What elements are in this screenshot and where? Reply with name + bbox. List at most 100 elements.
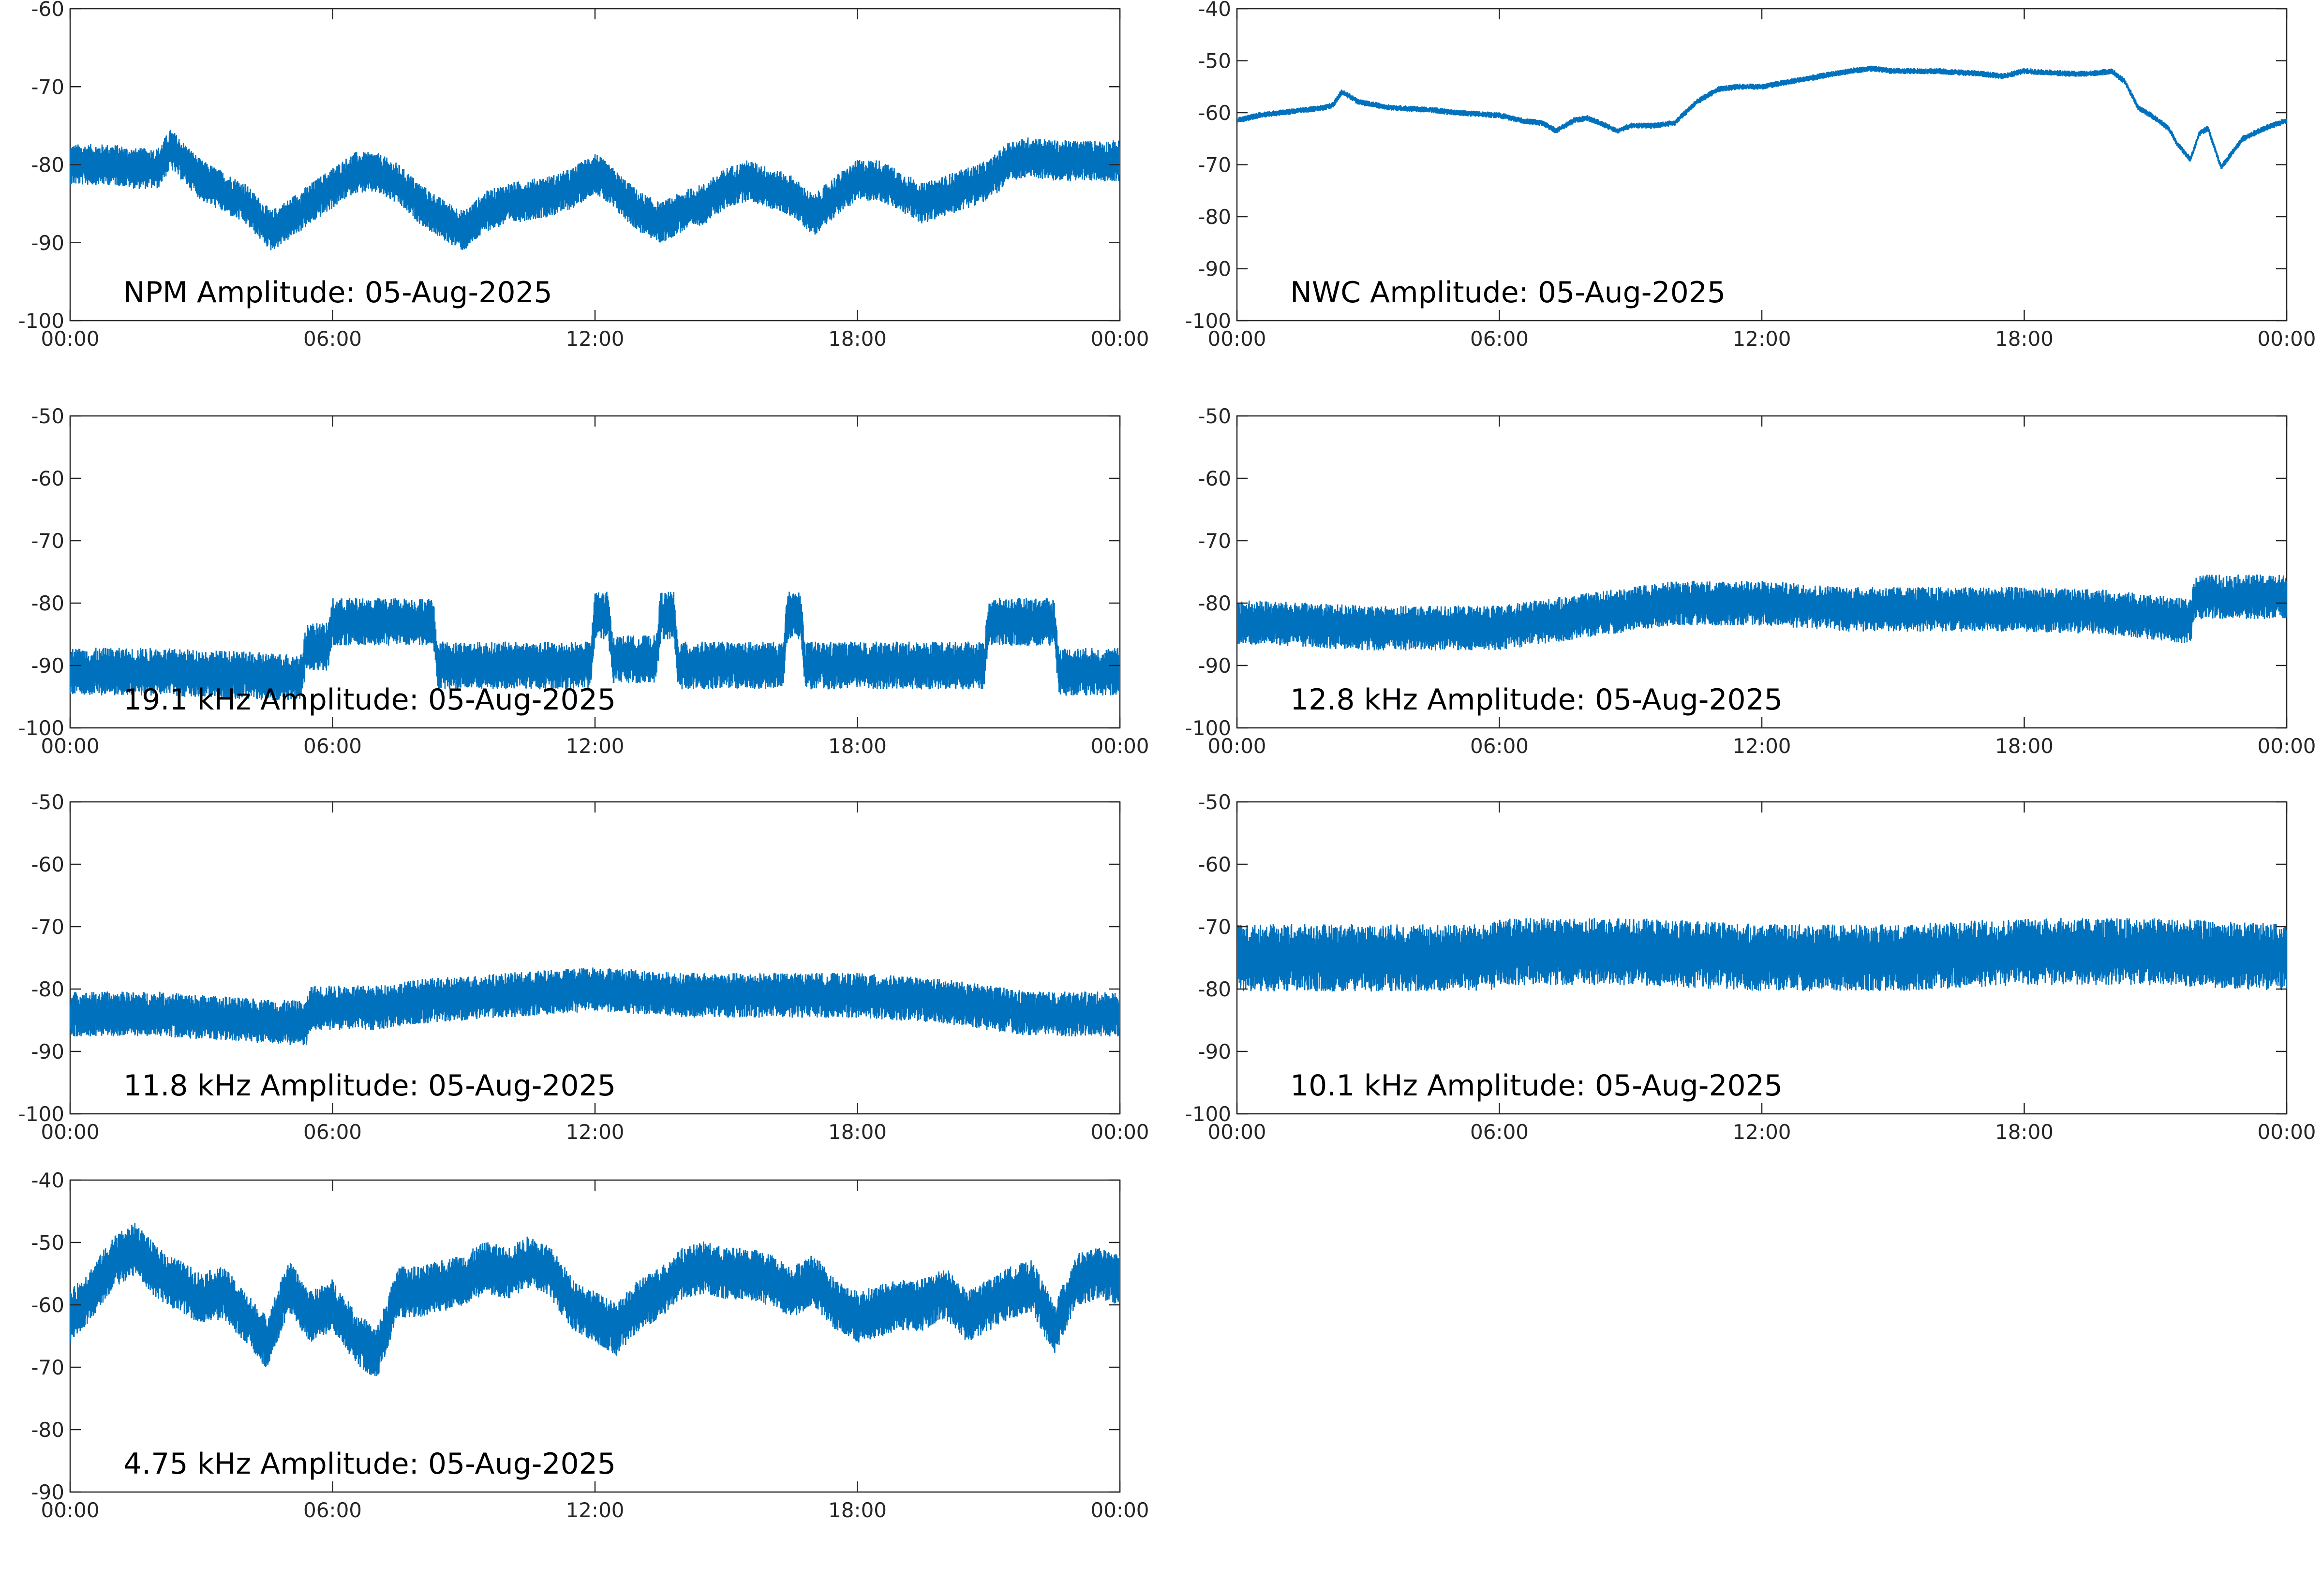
y-tick-label: -90 [31,1040,64,1064]
y-tick-label: -80 [1198,205,1231,229]
x-tick-label: 12:00 [1732,734,1791,758]
x-tick-label: 12:00 [566,327,624,351]
y-tick-label: -50 [31,790,64,814]
y-tick-label: -90 [31,231,64,255]
panel-nwc-amplitude: 00:00 06:00 12:00 18:00 00:00 -40 -50 -60 -70 -80… [1185,0,2316,351]
x-tick-label: 06:00 [1470,327,1529,351]
x-tick-label: 00:00 [2257,1120,2316,1144]
y-tick-label: -80 [31,977,64,1001]
x-tick-label: 00:00 [1090,1498,1149,1522]
y-tick-label: -60 [31,467,64,490]
y-tick-label: -70 [1198,915,1231,939]
y-tick-label: -50 [1198,49,1231,73]
x-tick-label: 12:00 [566,1120,624,1144]
panel-title: 19.1 kHz Amplitude: 05-Aug-2025 [123,683,616,717]
y-tick-label: -70 [1198,153,1231,177]
y-tick-label: -100 [1185,716,1231,740]
x-tick-label: 18:00 [828,734,887,758]
x-tick-label: 12:00 [1732,327,1791,351]
y-tick-label: -100 [1185,1102,1231,1126]
axes-frame [1236,415,2288,729]
panel-10-1-khz-amplitude: 00:00 06:00 12:00 18:00 00:00 -50 -60 -70 -80 -90… [1185,790,2316,1144]
x-tick-label: 18:00 [828,1498,887,1522]
y-tick-label: -40 [31,1168,64,1192]
series-trace [70,591,1120,700]
y-tick-label: -60 [31,0,64,21]
x-tick-label: 06:00 [1470,734,1529,758]
y-tick-label: -60 [1198,101,1231,125]
x-tick-label: 06:00 [1470,1120,1529,1144]
y-tick-label: -100 [1185,309,1231,333]
x-tick-label: 00:00 [41,327,99,351]
y-tick-label: -70 [31,915,64,939]
series-trace [70,967,1120,1046]
panel-4-75-khz-amplitude: 00:00 06:00 12:00 18:00 00:00 -40 -50 -60 -70 -80… [31,1168,1149,1522]
y-tick-label: -40 [1198,0,1231,21]
y-tick-label: -70 [31,529,64,553]
x-tick-label: 00:00 [2257,734,2316,758]
y-tick-label: -90 [31,654,64,678]
panel-19-1-khz-amplitude: 00:00 06:00 12:00 18:00 00:00 -50 -60 -70 -80 -90… [18,404,1149,758]
axes-frame [1236,8,2288,322]
series-trace [70,1223,1120,1376]
panel-title: 10.1 kHz Amplitude: 05-Aug-2025 [1290,1069,1783,1103]
panel-11-8-khz-amplitude: 00:00 06:00 12:00 18:00 00:00 -50 -60 -70 -80 -90… [18,790,1149,1144]
y-tick-label: -60 [31,1293,64,1317]
y-tick-label: -50 [1198,790,1231,814]
panel-title: NWC Amplitude: 05-Aug-2025 [1290,276,1726,310]
y-tick-label: -100 [18,716,64,740]
y-tick-label: -70 [31,75,64,99]
y-tick-label: -60 [31,853,64,876]
y-tick-label: -100 [18,1102,64,1126]
panel-title: 12.8 kHz Amplitude: 05-Aug-2025 [1290,683,1783,717]
x-tick-label: 12:00 [1732,1120,1791,1144]
x-tick-label: 12:00 [566,1498,624,1522]
y-tick-label: -70 [31,1356,64,1379]
y-tick-label: -90 [1198,654,1231,678]
x-tick-label: 18:00 [828,1120,887,1144]
x-tick-label: 00:00 [1090,327,1149,351]
series-trace [1237,574,2287,651]
x-tick-label: 00:00 [1090,1120,1149,1144]
x-tick-label: 18:00 [1995,327,2054,351]
y-tick-label: -90 [31,1480,64,1504]
panel-title: NPM Amplitude: 05-Aug-2025 [123,276,552,310]
panel-title: 11.8 kHz Amplitude: 05-Aug-2025 [123,1069,616,1103]
x-tick-label: 00:00 [41,1498,99,1522]
x-tick-label: 00:00 [41,734,99,758]
x-tick-label: 18:00 [1995,1120,2054,1144]
x-tick-label: 06:00 [303,1120,362,1144]
y-tick-label: -50 [1198,404,1231,428]
series-trace [70,130,1120,251]
panel-title: 4.75 kHz Amplitude: 05-Aug-2025 [123,1447,616,1481]
x-tick-label: 00:00 [1207,327,1266,351]
y-tick-label: -80 [1198,977,1231,1001]
x-tick-label: 00:00 [1090,734,1149,758]
y-tick-label: -80 [1198,591,1231,615]
x-tick-label: 12:00 [566,734,624,758]
y-tick-label: -80 [31,153,64,177]
x-tick-label: 00:00 [2257,327,2316,351]
x-tick-label: 00:00 [41,1120,99,1144]
y-tick-label: -90 [1198,1040,1231,1064]
x-tick-label: 06:00 [303,734,362,758]
y-tick-label: -50 [31,404,64,428]
y-tick-label: -100 [18,309,64,333]
y-tick-label: -80 [31,591,64,615]
y-tick-label: -60 [1198,467,1231,490]
y-tick-label: -80 [31,1418,64,1442]
x-tick-label: 18:00 [828,327,887,351]
x-tick-label: 18:00 [1995,734,2054,758]
series-trace [1237,65,2287,170]
y-tick-label: -70 [1198,529,1231,553]
y-tick-label: -90 [1198,257,1231,281]
y-tick-label: -50 [31,1231,64,1255]
panel-npm-amplitude: 00:00 06:00 12:00 18:00 00:00 -60 -70 -80 -90 -10… [18,0,1149,351]
x-tick-label: 06:00 [303,327,362,351]
x-tick-label: 00:00 [1207,1120,1266,1144]
y-tick-label: -60 [1198,853,1231,876]
x-tick-label: 06:00 [303,1498,362,1522]
series-trace [1237,917,2287,992]
x-tick-label: 00:00 [1207,734,1266,758]
